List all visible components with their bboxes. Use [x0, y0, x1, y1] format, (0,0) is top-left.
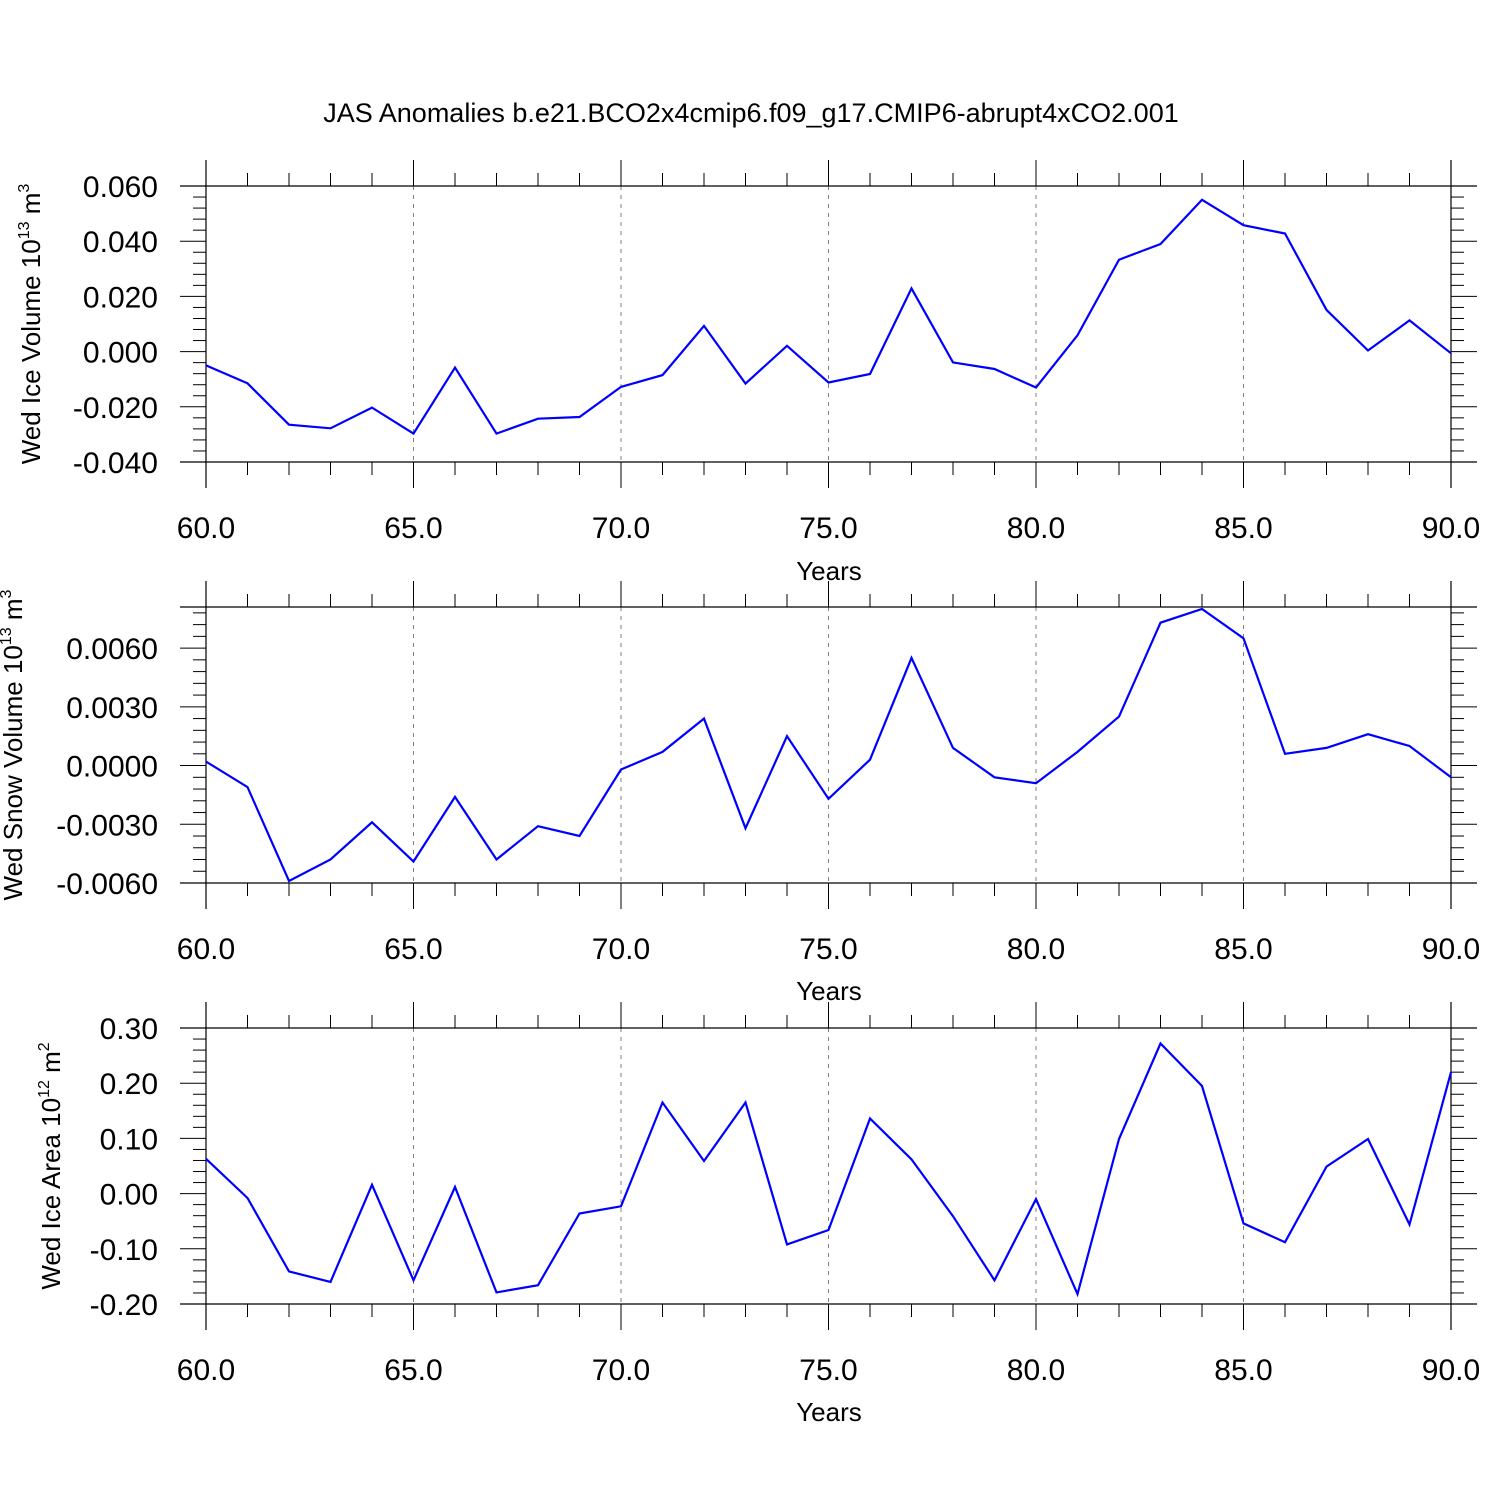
y-tick-label: 0.000 — [83, 337, 158, 370]
y-tick-label: 0.0000 — [66, 751, 158, 784]
y-tick-label: 0.00 — [100, 1179, 158, 1212]
x-tick-label: 85.0 — [1214, 1354, 1272, 1387]
y-axis-title: Wed Snow Volume 1013 m3 — [0, 589, 28, 900]
y-axis-title-main: Wed Ice Area 10 — [36, 1098, 66, 1290]
y-axis-title-exp: 13 — [0, 627, 15, 645]
y-tick-label: -0.020 — [73, 392, 158, 425]
y-tick-label: 0.0060 — [66, 633, 158, 666]
x-tick-label: 75.0 — [799, 512, 857, 545]
panel-1: 0.060 0.040 0.020 0.000 -0.020 -0.040 60.0 65.0… — [16, 160, 1480, 586]
x-axis-title: Years — [796, 976, 862, 1006]
y-tick-label: 0.060 — [83, 171, 158, 204]
y-axis-title-main: Wed Snow Volume 10 — [0, 645, 28, 900]
x-tick-label: 90.0 — [1422, 512, 1480, 545]
y-tick-label: 0.30 — [100, 1013, 158, 1046]
y-axis-title-exp: 12 — [36, 1080, 53, 1098]
y-axis-title: Wed Ice Volume 1013 m3 — [16, 184, 46, 465]
x-tick-label: 80.0 — [1007, 933, 1065, 966]
y-tick-label: 0.020 — [83, 281, 158, 314]
x-tick-label: 65.0 — [384, 1354, 442, 1387]
y-tick-label: -0.20 — [90, 1289, 158, 1322]
x-tick-label: 65.0 — [384, 512, 442, 545]
y-tick-label: -0.10 — [90, 1234, 158, 1267]
y-axis-title-unit: m — [16, 193, 46, 222]
y-axis-title-unit-exp: 3 — [16, 184, 33, 193]
y-axis-title: Wed Ice Area 1012 m2 — [36, 1042, 66, 1289]
chart-title: JAS Anomalies b.e21.BCO2x4cmip6.f09_g17.… — [323, 98, 1178, 128]
y-tick-label: 0.040 — [83, 226, 158, 259]
y-axis-title-main: Wed Ice Volume 10 — [16, 239, 46, 464]
y-tick-label: 0.10 — [100, 1123, 158, 1156]
panel-2: 0.0060 0.0030 0.0000 -0.0030 -0.0060 60.0 65.0… — [0, 581, 1480, 1006]
x-tick-label: 90.0 — [1422, 933, 1480, 966]
x-tick-label: 70.0 — [592, 933, 650, 966]
x-tick-label: 60.0 — [177, 933, 235, 966]
x-tick-label: 85.0 — [1214, 933, 1272, 966]
x-tick-label: 60.0 — [177, 512, 235, 545]
y-tick-label: 0.20 — [100, 1068, 158, 1101]
y-axis-title-exp: 13 — [16, 221, 33, 239]
y-tick-label: -0.0030 — [56, 809, 158, 842]
x-tick-label: 80.0 — [1007, 512, 1065, 545]
x-tick-label: 65.0 — [384, 933, 442, 966]
x-tick-label: 60.0 — [177, 1354, 235, 1387]
y-axis-title-unit-exp: 3 — [0, 589, 15, 598]
y-axis-title-unit-exp: 2 — [36, 1042, 53, 1051]
y-tick-label: -0.0060 — [56, 868, 158, 901]
x-axis-title: Years — [796, 1397, 862, 1427]
series-line — [205, 1041, 1453, 1298]
y-tick-label: 0.0030 — [66, 692, 158, 725]
series-line — [205, 198, 1452, 436]
y-tick-label: -0.040 — [73, 447, 158, 480]
series-line — [205, 607, 1452, 883]
y-axis-title-unit: m — [0, 598, 28, 627]
x-tick-label: 75.0 — [799, 933, 857, 966]
y-axis-title-unit: m — [36, 1051, 66, 1080]
x-tick-label: 70.0 — [592, 512, 650, 545]
x-tick-label: 75.0 — [799, 1354, 857, 1387]
x-tick-label: 85.0 — [1214, 512, 1272, 545]
panel-3: 0.30 0.20 0.10 0.00 -0.10 -0.20 60.0 65.0 70.0 75… — [36, 1002, 1480, 1427]
x-tick-label: 90.0 — [1422, 1354, 1480, 1387]
x-tick-label: 70.0 — [592, 1354, 650, 1387]
x-tick-label: 80.0 — [1007, 1354, 1065, 1387]
